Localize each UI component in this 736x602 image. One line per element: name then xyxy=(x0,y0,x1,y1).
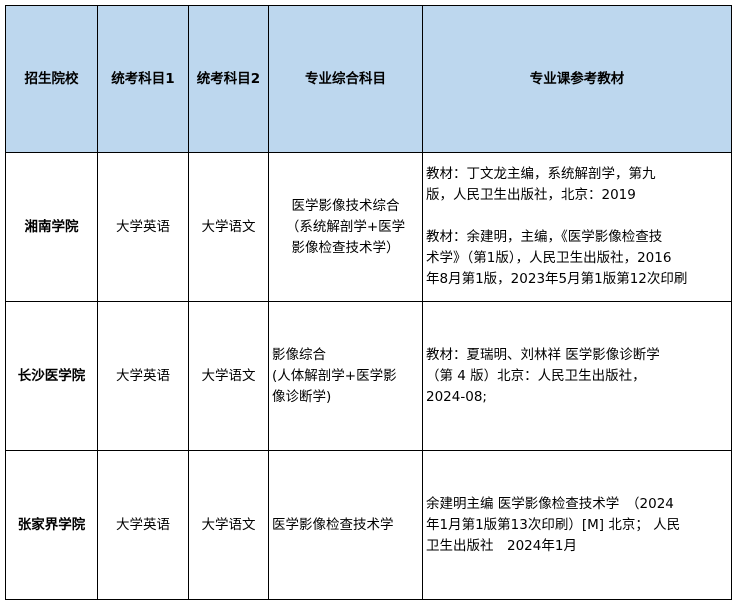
textbooks-cell: 教材：夏瑞明、刘林祥 医学影像诊断学 （第 4 版）北京：人民卫生出版社， 20… xyxy=(422,301,732,451)
text-line: 教材：丁文龙主编，系统解剖学，第九 xyxy=(426,166,656,182)
text-line: 2024-08; xyxy=(426,388,487,405)
header-exam1: 统考科目1 xyxy=(97,5,189,153)
text-line: 术学》（第1版），人民卫生出版社，2016 xyxy=(426,250,672,266)
comprehensive-cell: 医学影像技术综合 （系统解剖学+医学 影像检查技术学） xyxy=(268,152,423,302)
text-line: 影像综合 xyxy=(272,346,326,363)
header-school: 招生院校 xyxy=(5,5,98,153)
exam2-cell: 大学语文 xyxy=(188,301,269,451)
textbooks-cell: 教材：丁文龙主编，系统解剖学，第九 版，人民卫生出版社，北京：2019 教材：余… xyxy=(422,152,732,302)
text-line: 年8月第1版，2023年5月第1版第12次印刷 xyxy=(426,271,688,287)
exam2-cell: 大学语文 xyxy=(188,450,269,600)
comprehensive-cell: 影像综合 (人体解剖学+医学影 像诊断学) xyxy=(268,301,423,451)
text-line: 影像检查技术学） xyxy=(291,239,400,256)
table-row: 长沙医学院 大学英语 大学语文 影像综合 (人体解剖学+医学影 像诊断学) 教材… xyxy=(5,301,732,451)
exam1-cell: 大学英语 xyxy=(97,301,189,451)
header-exam2: 统考科目2 xyxy=(188,5,269,153)
text-line: 余建明主编 医学影像检查技术学 （2024 xyxy=(426,495,674,512)
header-textbooks: 专业课参考教材 xyxy=(422,5,732,153)
table-row: 湘南学院 大学英语 大学语文 医学影像技术综合 （系统解剖学+医学 影像检查技术… xyxy=(5,152,732,302)
textbooks-cell: 余建明主编 医学影像检查技术学 （2024 年1月第1版第13次印刷）[M] 北… xyxy=(422,450,732,600)
exam1-cell: 大学英语 xyxy=(97,152,189,302)
school-cell: 长沙医学院 xyxy=(5,301,98,451)
school-cell: 张家界学院 xyxy=(5,450,98,600)
exam1-cell: 大学英语 xyxy=(97,450,189,600)
text-line: 卫生出版社 2024年1月 xyxy=(426,537,577,554)
text-line: 年1月第1版第13次印刷）[M] 北京； 人民 xyxy=(426,516,681,533)
text-line: 医学影像技术综合 xyxy=(291,197,400,214)
text-line: 教材：余建明，主编，《医学影像检查技 xyxy=(426,229,663,245)
header-comprehensive: 专业综合科目 xyxy=(268,5,423,153)
table-row: 张家界学院 大学英语 大学语文 医学影像检查技术学 余建明主编 医学影像检查技术… xyxy=(5,450,732,600)
text-line: （系统解剖学+医学 xyxy=(285,218,406,235)
school-cell: 湘南学院 xyxy=(5,152,98,302)
exam2-cell: 大学语文 xyxy=(188,152,269,302)
text-line: 版，人民卫生出版社，北京：2019 xyxy=(426,187,636,203)
text-line: 医学影像检查技术学 xyxy=(272,516,394,533)
text-line: (人体解剖学+医学影 xyxy=(272,367,397,384)
comprehensive-cell: 医学影像检查技术学 xyxy=(268,450,423,600)
table-header-row: 招生院校 统考科目1 统考科目2 专业综合科目 专业课参考教材 xyxy=(5,5,732,153)
text-line: 像诊断学) xyxy=(272,388,332,405)
text-line: 教材：夏瑞明、刘林祥 医学影像诊断学 xyxy=(426,346,660,363)
text-line: （第 4 版）北京：人民卫生出版社， xyxy=(426,367,646,384)
admissions-table: 招生院校 统考科目1 统考科目2 专业综合科目 专业课参考教材 湘南学院 大学英… xyxy=(5,5,732,600)
